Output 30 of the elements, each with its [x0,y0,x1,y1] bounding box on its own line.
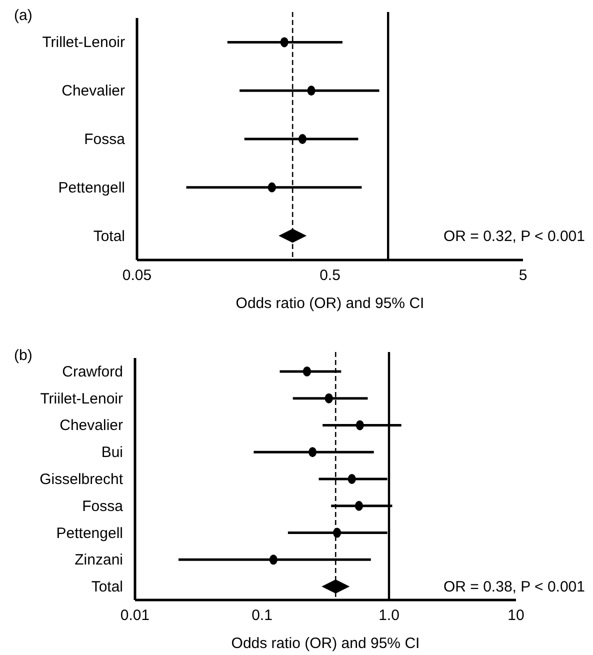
y-tick-label: Zinzani [74,552,123,569]
y-tick-label: Crawford [62,363,123,380]
y-tick-label: Bui [101,444,123,462]
y-tick-label: Pettengell [58,179,125,196]
x-tick-label: 0.01 [120,607,150,624]
chart-title: (b) [14,347,32,364]
y-tick-label: Fossa [84,131,126,148]
point [298,134,306,144]
y-tick-label: Total [91,578,123,596]
y-tick-label: Total [93,228,125,245]
annotation: OR = 0.32, P < 0.001 [444,228,585,245]
y-tick-label: Trillet-Lenoir [42,34,125,52]
y-tick-label: Chevalier [62,82,125,100]
point [280,37,288,48]
y-tick-label: Gisselbrecht [40,471,124,488]
x-axis-title: Odds ratio (OR) and 95% CI [236,295,424,312]
y-tick-label: Triilet-Lenoir [40,390,123,408]
x-tick-label: 0.05 [122,267,152,284]
x-tick-label: 0.1 [252,607,272,624]
x-axis-title: Odds ratio (OR) and 95% CI [231,635,420,652]
x-tick-label: 0.5 [320,267,340,284]
y-tick-label: Pettengell [56,524,123,542]
y-tick-label: Chevalier [60,417,123,434]
x-tick-label: 1.0 [378,607,400,624]
y-tick-label: Fossa [82,498,124,515]
point [307,86,316,96]
annotation: OR = 0.38, P < 0.001 [444,578,585,596]
chart-title: (a) [14,7,32,24]
x-tick-label: 10 [508,607,524,624]
x-tick-label: 5 [518,267,528,284]
